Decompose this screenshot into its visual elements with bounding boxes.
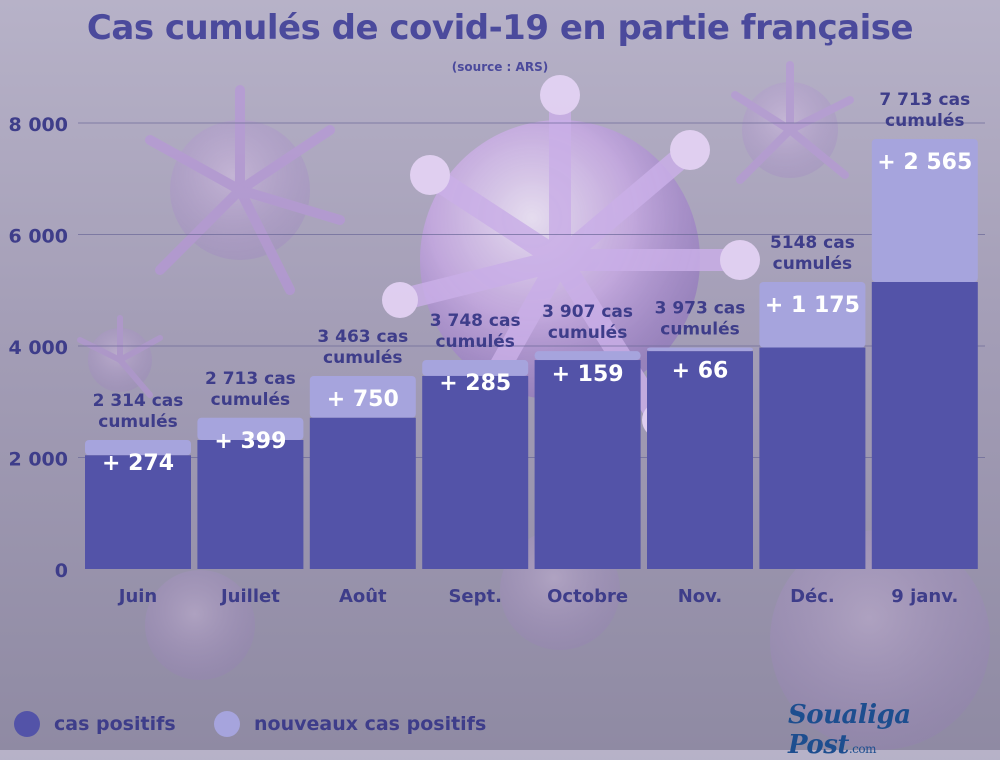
x-tick-label: Août: [339, 586, 387, 607]
bar-increment-label: + 750: [327, 387, 399, 412]
y-tick-label: 6 000: [9, 226, 69, 248]
x-tick-label: Déc.: [790, 586, 835, 607]
x-tick-label: 9 janv.: [891, 586, 958, 607]
bar-total-label: 3 463 cas: [317, 327, 408, 347]
bar-increment-label: + 399: [214, 429, 286, 454]
bar-total-label: cumulés: [660, 320, 739, 340]
y-tick-label: 4 000: [9, 337, 69, 359]
bar-increment-label: + 159: [552, 362, 624, 387]
legend-label-new-positive: nouveaux cas positifs: [254, 713, 487, 735]
bar-increment-label: + 274: [102, 451, 174, 476]
bar-increment-label: + 2 565: [877, 150, 972, 175]
bar-segment-new-positive: [759, 281, 866, 348]
virus-shape-small-left: [77, 315, 163, 398]
bar-segment-positive: [85, 455, 191, 569]
bar-segment-positive: [647, 351, 753, 569]
bar-total-label: 7 713 cas: [879, 90, 970, 110]
bar-segment-new-positive: [647, 347, 753, 352]
legend-item-positive: cas positifs: [14, 710, 176, 738]
bar-segment-positive: [534, 360, 641, 569]
x-tick-label: Octobre: [547, 586, 628, 607]
bar-segment-new-positive: [309, 375, 416, 418]
bar-total-label: 3 748 cas: [430, 311, 521, 331]
x-tick-label: Sept.: [448, 586, 502, 607]
virus-shape-left: [145, 85, 345, 295]
bar-segment-new-positive: [85, 439, 191, 456]
bar-total-label: cumulés: [548, 323, 627, 343]
chart-source: (source : ARS): [451, 60, 549, 74]
bar-segment-new-positive: [871, 139, 978, 282]
bar-total-label: cumulés: [211, 390, 290, 410]
bar-segment-positive: [309, 417, 416, 569]
x-tick-label: Juillet: [219, 586, 280, 607]
bar-segment-positive: [197, 439, 304, 569]
x-tick-label: Juin: [117, 586, 158, 607]
bar-segment-new-positive: [534, 351, 641, 361]
legend-swatch-new-positive: [214, 711, 240, 737]
legend-label-positive: cas positifs: [54, 713, 176, 735]
logo-name: Soualiga Post: [788, 700, 911, 760]
bar-total-label: 2 713 cas: [205, 369, 296, 389]
legend-swatch-positive: [14, 711, 40, 737]
bar-segment-new-positive: [197, 417, 304, 440]
logo-tld: .com: [848, 742, 877, 756]
bar-total-label: cumulés: [98, 412, 177, 432]
chart-title: Cas cumulés de covid-19 en partie frança…: [86, 8, 914, 48]
y-tick-label: 8 000: [9, 114, 69, 136]
bar-segment-positive: [759, 347, 866, 569]
bar-total-label: 2 314 cas: [93, 391, 184, 411]
virus-shape-right: [731, 61, 854, 184]
bar-total-label: cumulés: [773, 254, 852, 274]
bar-total-label: cumulés: [885, 111, 964, 131]
bar-total-label: 3 907 cas: [542, 302, 633, 322]
virus-shape-large: [382, 75, 760, 438]
x-tick-label: Nov.: [678, 586, 723, 607]
legend-item-new-positive: nouveaux cas positifs: [214, 710, 486, 738]
bar-segment-new-positive: [422, 360, 529, 376]
y-tick-label: 0: [55, 560, 68, 582]
bar-total-label: 5148 cas: [770, 233, 855, 253]
bar-total-label: 3 973 cas: [655, 299, 746, 319]
publisher-logo: Soualiga Post.com: [788, 700, 1000, 760]
bar-total-label: cumulés: [435, 332, 514, 352]
bar-segment-positive: [422, 375, 529, 569]
bar-total-label: cumulés: [323, 348, 402, 368]
y-tick-label: 2 000: [9, 449, 69, 471]
bar-segment-positive: [871, 281, 978, 569]
bar-increment-label: + 285: [439, 371, 511, 396]
bar-increment-label: + 66: [672, 359, 729, 384]
bar-increment-label: + 1 175: [765, 293, 860, 318]
